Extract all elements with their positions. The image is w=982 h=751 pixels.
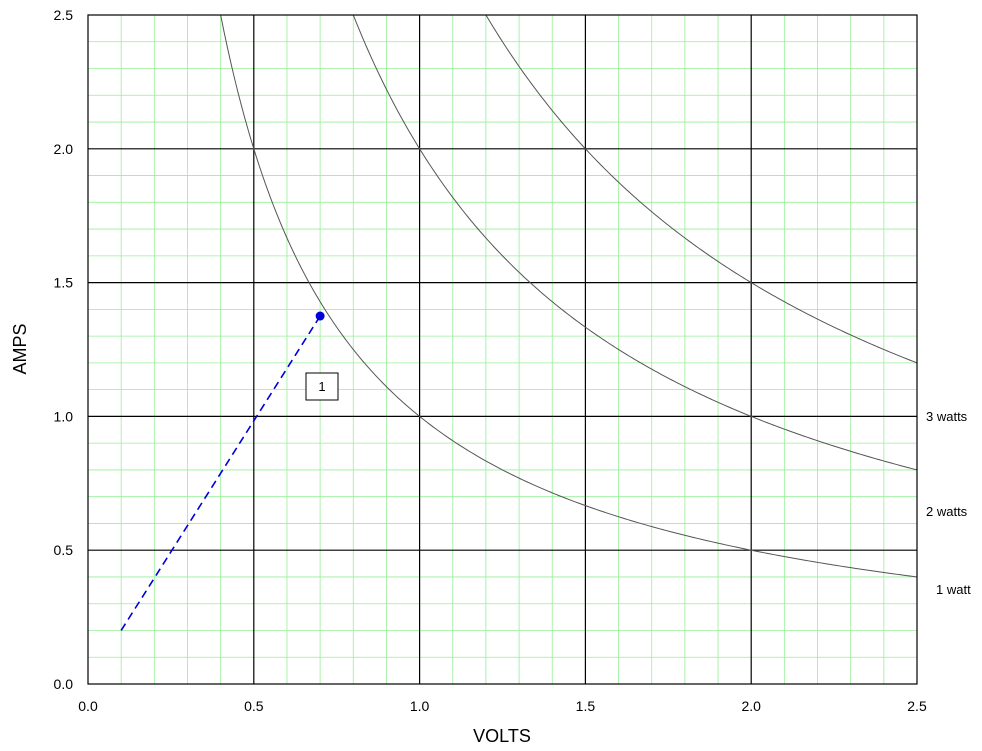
curve-label: 1 watt (936, 582, 971, 597)
x-tick-label: 0.0 (78, 698, 98, 714)
curve-label: 3 watts (926, 409, 968, 424)
x-tick-label: 1.5 (576, 698, 596, 714)
y-axis-title: AMPS (10, 323, 30, 374)
point-annotation: 1 (305, 372, 339, 401)
point-label: 1 (318, 379, 325, 394)
x-tick-label: 0.5 (244, 698, 264, 714)
dashed-series (120, 315, 321, 631)
x-axis-title: VOLTS (473, 726, 531, 746)
curve-label: 2 watts (926, 504, 968, 519)
y-tick-label: 1.5 (54, 275, 74, 291)
y-axis-ticks: 0.0 0.5 1.0 1.5 2.0 2.5 (54, 7, 74, 692)
major-grid (88, 15, 917, 684)
minor-grid (88, 15, 917, 684)
x-tick-label: 2.0 (741, 698, 761, 714)
y-tick-label: 2.5 (54, 7, 74, 23)
y-tick-label: 0.0 (54, 676, 74, 692)
dashed-line (120, 315, 321, 631)
power-curve-3w (485, 14, 918, 364)
y-tick-label: 1.0 (54, 408, 74, 424)
point-label-box (305, 372, 339, 401)
y-tick-label: 0.5 (54, 542, 74, 558)
plot-area-border (87, 14, 918, 685)
x-axis-ticks: 0.0 0.5 1.0 1.5 2.0 2.5 (78, 698, 927, 714)
power-curves (220, 14, 918, 578)
x-tick-label: 1.0 (410, 698, 430, 714)
data-point-marker (315, 311, 325, 321)
power-curve-2w (352, 14, 918, 471)
curve-labels: 3 watts 2 watts 1 watt (926, 409, 971, 597)
y-tick-label: 2.0 (54, 141, 74, 157)
power-curve-1w (220, 14, 918, 578)
x-tick-label: 2.5 (907, 698, 927, 714)
